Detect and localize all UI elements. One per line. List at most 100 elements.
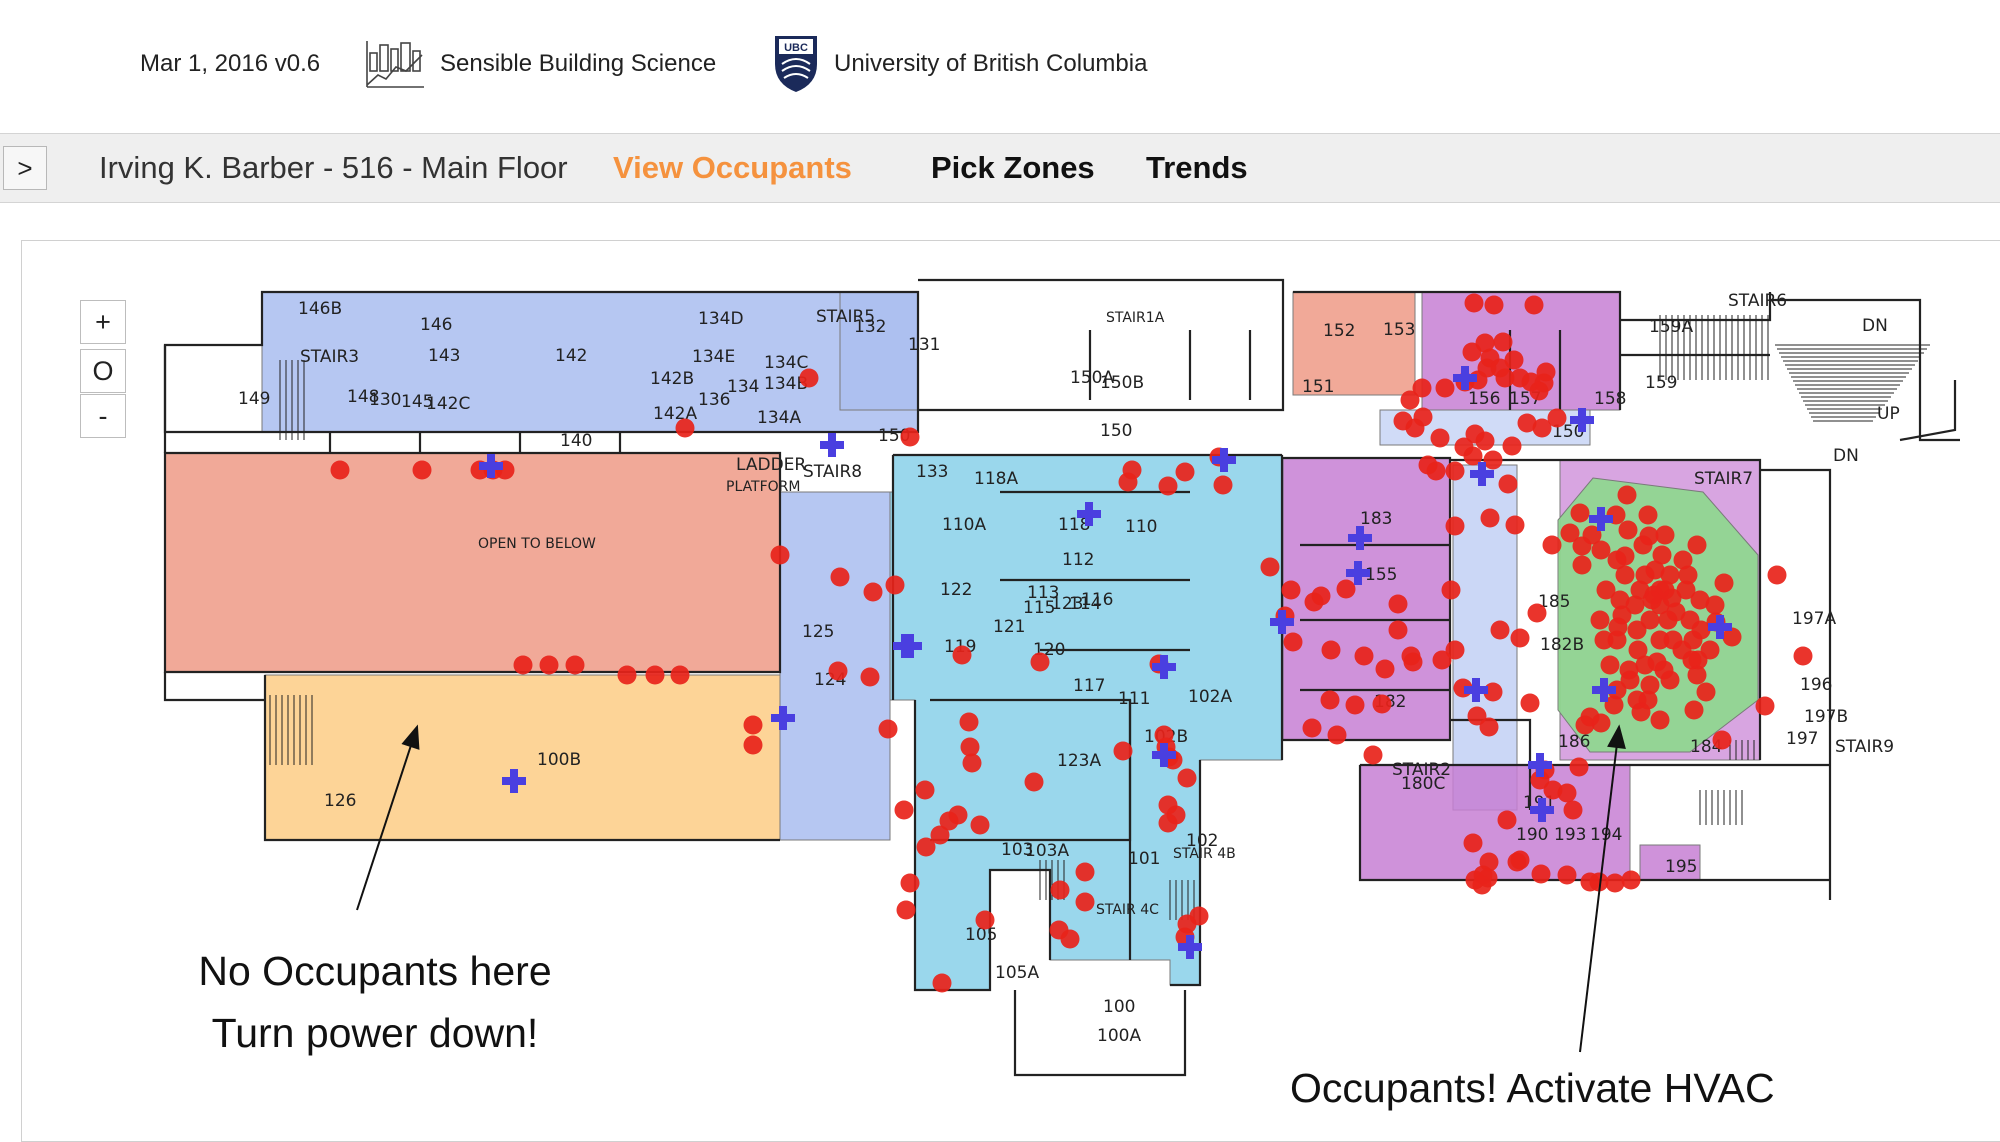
room-label: DN [1833, 446, 1859, 466]
occupant-dot [1060, 929, 1080, 949]
occupant-dot [1628, 640, 1648, 660]
annotation-arrow-layer [356, 724, 1626, 1053]
sensor-marker-v [1160, 743, 1168, 767]
nav-bar: > Irving K. Barber - 516 - Main Floor Vi… [0, 133, 2000, 203]
occupant-dot [1484, 295, 1504, 315]
tab-view-occupants[interactable]: View Occupants [613, 150, 852, 185]
occupant-dot [1445, 461, 1465, 481]
occupant-dot [1619, 660, 1639, 680]
zone-area [264, 674, 781, 841]
occupant-dot [878, 719, 898, 739]
room-label: 149 [238, 389, 270, 409]
room-label: 134A [757, 408, 801, 428]
room-label: 142 [555, 346, 587, 366]
annotation-arrow [356, 724, 420, 911]
sensor-marker-v [1578, 408, 1586, 432]
occupant-dot [1600, 655, 1620, 675]
ramp-hatch [1775, 344, 1930, 422]
occupant-dot [1418, 455, 1438, 475]
zoom-in-button[interactable]: + [80, 300, 126, 344]
occupant-dot [962, 753, 982, 773]
wall-outline [1013, 990, 1187, 1077]
occupant-dot [1678, 565, 1698, 585]
annotation-no-occupants-line1: No Occupants here [198, 948, 552, 994]
occupant-dot [513, 655, 533, 675]
zoom-out-button[interactable]: - [80, 394, 126, 438]
zone-area [164, 452, 781, 673]
occupant-dot [1532, 418, 1552, 438]
sensor-marker [1270, 610, 1294, 634]
occupant-dot [1480, 508, 1500, 528]
occupant-dot [1596, 580, 1616, 600]
sensor-marker-v [1461, 366, 1469, 390]
occupant-dot [975, 910, 995, 930]
sensor-marker-v [1472, 678, 1480, 702]
sensor-marker [1592, 678, 1616, 702]
occupant-dot [1618, 520, 1638, 540]
room-label: 125 [802, 622, 834, 642]
room-label: 121 [993, 617, 1025, 637]
university-name: University of British Columbia [834, 50, 1148, 77]
annotation-occupants-hvac: Occupants! Activate HVAC [1290, 1065, 1775, 1111]
occupant-dot [1676, 580, 1696, 600]
occupant-dot [1642, 590, 1662, 610]
occupant-dot [1024, 772, 1044, 792]
wall-outline [163, 345, 265, 702]
sensor-marker [1453, 366, 1477, 390]
sensor-marker-v [1186, 935, 1194, 959]
building-chart-icon [364, 41, 426, 88]
occupant-dot-layer [330, 293, 1813, 993]
occupant-dot [896, 900, 916, 920]
room-label: 102A [1188, 687, 1232, 707]
room-label: 134 [727, 377, 759, 397]
occupant-dot [1569, 757, 1589, 777]
occupant-dot [617, 665, 637, 685]
occupant-dot [1615, 546, 1635, 566]
occupant-dot [330, 460, 350, 480]
occupant-dot [863, 582, 883, 602]
room-label: STAIR6 [1728, 291, 1787, 311]
occupant-dot [412, 460, 432, 480]
sensor-marker [1346, 561, 1370, 585]
occupant-dot [1690, 590, 1710, 610]
room-label: 132 [854, 317, 886, 337]
occupant-dot [1570, 503, 1590, 523]
occupant-dot [1504, 350, 1524, 370]
occupant-dot [1531, 864, 1551, 884]
occupant-dot [1158, 813, 1178, 833]
wall-outline [1899, 380, 1957, 442]
tab-trends[interactable]: Trends [1146, 150, 1248, 185]
occupant-dot [860, 667, 880, 687]
occupant-dot [1321, 640, 1341, 660]
room-label: 150B [1100, 373, 1144, 393]
wall-outline [1300, 543, 1450, 692]
occupant-dot [1530, 770, 1550, 790]
sensor-marker [1470, 462, 1494, 486]
occupant-dot [1627, 620, 1647, 640]
occupant-dot [1479, 717, 1499, 737]
occupant-dot [1475, 333, 1495, 353]
occupant-dot [1175, 462, 1195, 482]
room-label: 110 [1125, 517, 1157, 537]
room-label: 159A [1649, 317, 1693, 337]
room-label: 146B [298, 299, 342, 319]
occupant-dot [1304, 592, 1324, 612]
room-label: 197A [1792, 609, 1836, 629]
occupant-dot [1696, 682, 1716, 702]
occupant-dot [1615, 565, 1635, 585]
sidebar-toggle-button[interactable]: > [3, 146, 47, 190]
occupant-dot [1560, 523, 1580, 543]
sensor-marker-v [906, 634, 914, 658]
tab-pick-zones[interactable]: Pick Zones [931, 150, 1095, 185]
occupant-dot [1493, 332, 1513, 352]
room-label: 118 [1058, 515, 1090, 535]
zoom-reset-button[interactable]: O [80, 349, 126, 393]
room-label: 131 [908, 335, 940, 355]
room-label: 197 [1786, 729, 1818, 749]
room-label: 134E [692, 347, 735, 367]
occupant-dot [1655, 580, 1675, 600]
occupant-dot [960, 737, 980, 757]
wall-layer [163, 278, 1960, 1077]
